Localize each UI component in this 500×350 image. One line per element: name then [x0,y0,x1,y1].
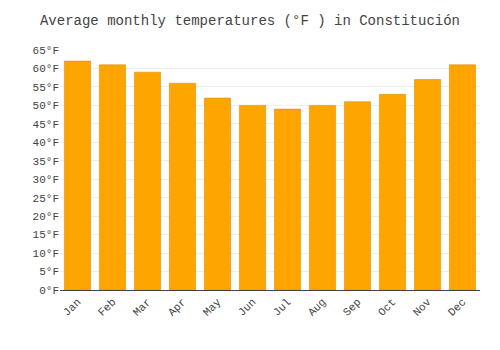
svg-text:0°F: 0°F [39,285,59,297]
svg-text:Nov: Nov [411,296,434,319]
svg-text:Dec: Dec [446,296,468,318]
svg-text:35°F: 35°F [33,156,59,168]
svg-text:Apr: Apr [166,296,188,318]
svg-text:10°F: 10°F [33,248,59,260]
svg-text:Mar: Mar [131,296,153,318]
svg-text:15°F: 15°F [33,229,59,241]
svg-text:Sep: Sep [341,296,363,318]
svg-text:Aug: Aug [306,296,328,318]
svg-text:Jul: Jul [271,296,293,318]
svg-text:50°F: 50°F [33,100,59,112]
svg-text:Jun: Jun [236,296,258,318]
svg-text:20°F: 20°F [33,211,59,223]
svg-text:30°F: 30°F [33,174,59,186]
svg-text:45°F: 45°F [33,119,59,131]
svg-text:65°F: 65°F [33,45,59,57]
svg-text:May: May [201,296,224,319]
svg-text:Feb: Feb [96,296,118,318]
svg-text:60°F: 60°F [33,63,59,75]
svg-text:25°F: 25°F [33,193,59,205]
svg-text:5°F: 5°F [39,266,59,278]
svg-text:Average monthly temperatures (: Average monthly temperatures (°F ) in Co… [40,13,460,29]
svg-text:40°F: 40°F [33,137,59,149]
svg-text:Oct: Oct [376,296,398,318]
svg-text:55°F: 55°F [33,82,59,94]
svg-text:Jan: Jan [61,296,83,318]
